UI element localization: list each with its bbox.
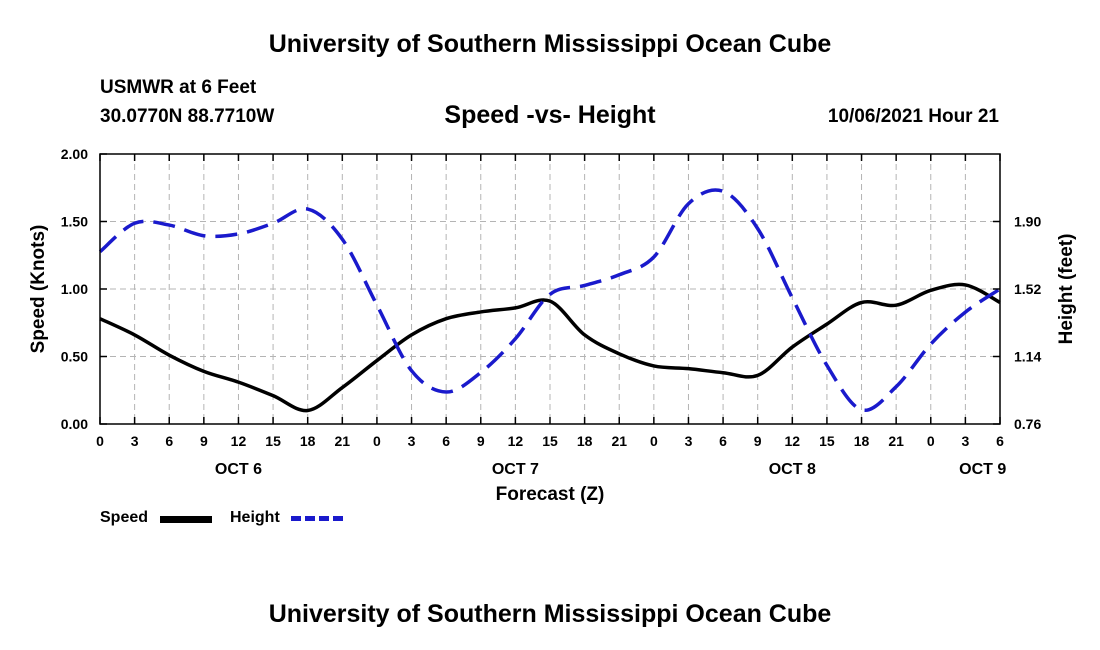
x-tick-label: 21 <box>335 433 351 449</box>
x-tick-label: 6 <box>442 433 450 449</box>
y-tick-label: 2.00 <box>61 146 88 162</box>
x-tick-label: 15 <box>542 433 558 449</box>
x-tick-label: 3 <box>961 433 969 449</box>
x-tick-label: 6 <box>996 433 1004 449</box>
x-tick-label: 12 <box>785 433 801 449</box>
x-tick-label: 18 <box>577 433 593 449</box>
x-tick-label: 12 <box>231 433 247 449</box>
x-tick-label: 6 <box>165 433 173 449</box>
legend-speed-swatch <box>160 516 212 523</box>
chart-title: Speed -vs- Height <box>444 101 656 129</box>
x-tick-label: 9 <box>477 433 485 449</box>
legend-height-swatch <box>291 516 343 521</box>
y-tick-label: 0.00 <box>61 416 88 432</box>
x-tick-label: 18 <box>854 433 870 449</box>
x-tick-label: 3 <box>131 433 139 449</box>
day-label: OCT 8 <box>769 461 816 478</box>
y-tick-label: 1.50 <box>61 214 88 230</box>
series-speed-line <box>99 282 1001 413</box>
legend-height-label: Height <box>230 509 280 526</box>
x-tick-label: 21 <box>888 433 904 449</box>
day-label: OCT 7 <box>492 461 539 478</box>
x-tick-label: 12 <box>508 433 524 449</box>
y2-axis-label: Height (feet) <box>1056 234 1077 345</box>
page-title: University of Southern Mississippi Ocean… <box>268 30 832 58</box>
x-tick-label: 18 <box>300 433 316 449</box>
y-tick-label: 1.00 <box>61 281 88 297</box>
x-tick-label: 15 <box>819 433 835 449</box>
x-tick-label: 6 <box>719 433 727 449</box>
y2-tick-label: 0.76 <box>1014 416 1041 432</box>
x-tick-label: 0 <box>373 433 381 449</box>
coordinates-label: 30.0770N 88.7710W <box>100 106 275 127</box>
y2-tick-label: 1.52 <box>1014 281 1041 297</box>
x-tick-label: 9 <box>200 433 208 449</box>
y2-tick-label: 1.14 <box>1014 349 1041 365</box>
x-tick-label: 3 <box>685 433 693 449</box>
x-tick-label: 0 <box>927 433 935 449</box>
x-tick-label: 3 <box>408 433 416 449</box>
station-label: USMWR at 6 Feet <box>100 77 257 98</box>
datestamp-label: 10/06/2021 Hour 21 <box>827 106 999 127</box>
x-tick-label: 21 <box>611 433 627 449</box>
day-label: OCT 6 <box>215 461 262 478</box>
x-axis-label: Forecast (Z) <box>496 484 605 505</box>
y-tick-label: 0.50 <box>61 349 88 365</box>
x-tick-label: 9 <box>754 433 762 449</box>
day-label: OCT 9 <box>959 461 1006 478</box>
legend-speed-label: Speed <box>100 509 149 526</box>
x-tick-label: 0 <box>96 433 104 449</box>
x-tick-label: 0 <box>650 433 658 449</box>
x-tick-label: 15 <box>265 433 281 449</box>
y-axis-label: Speed (Knots) <box>28 225 49 354</box>
series-height-line <box>98 188 1001 413</box>
y2-tick-label: 1.90 <box>1014 214 1041 230</box>
footer-title: University of Southern Mississippi Ocean… <box>268 600 832 628</box>
